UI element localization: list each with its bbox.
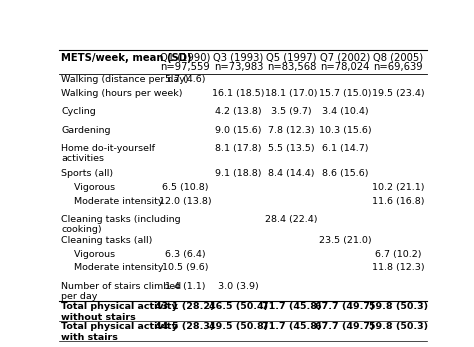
Text: Moderate intensity: Moderate intensity (68, 263, 163, 272)
Text: Number of stairs climbed
per day: Number of stairs climbed per day (61, 281, 181, 301)
Text: Walking (hours per week): Walking (hours per week) (61, 89, 182, 98)
Text: 10.2 (21.1): 10.2 (21.1) (372, 183, 424, 192)
Text: Q8 (2005): Q8 (2005) (373, 53, 423, 63)
Text: Gardening: Gardening (61, 126, 110, 135)
Text: Walking (distance per day): Walking (distance per day) (61, 75, 189, 84)
Text: 9.1 (18.8): 9.1 (18.8) (215, 169, 262, 178)
Text: n=69,639: n=69,639 (374, 62, 423, 72)
Text: 71.7 (45.8): 71.7 (45.8) (262, 322, 321, 331)
Text: Cleaning tasks (including
cooking): Cleaning tasks (including cooking) (61, 215, 181, 234)
Text: 19.5 (23.4): 19.5 (23.4) (372, 89, 424, 98)
Text: 6.3 (6.4): 6.3 (6.4) (165, 249, 205, 259)
Text: 23.5 (21.0): 23.5 (21.0) (319, 236, 371, 245)
Text: 11.8 (12.3): 11.8 (12.3) (372, 263, 424, 272)
Text: 8.6 (15.6): 8.6 (15.6) (322, 169, 368, 178)
Text: 10.3 (15.6): 10.3 (15.6) (319, 126, 371, 135)
Text: Q3 (1993): Q3 (1993) (213, 53, 264, 63)
Text: 6.1 (14.7): 6.1 (14.7) (322, 144, 368, 153)
Text: 5.7 (4.6): 5.7 (4.6) (165, 75, 205, 84)
Text: n=73,983: n=73,983 (214, 62, 263, 72)
Text: 10.5 (9.6): 10.5 (9.6) (162, 263, 208, 272)
Text: METS/week, mean (SD): METS/week, mean (SD) (61, 53, 191, 63)
Text: 7.8 (12.3): 7.8 (12.3) (268, 126, 315, 135)
Text: 3.0 (3.9): 3.0 (3.9) (218, 281, 259, 290)
Text: 12.0 (13.8): 12.0 (13.8) (159, 197, 211, 206)
Text: 49.5 (50.8): 49.5 (50.8) (209, 322, 268, 331)
Text: 4.2 (13.8): 4.2 (13.8) (215, 107, 262, 116)
Text: 59.8 (50.3): 59.8 (50.3) (369, 303, 428, 311)
Text: n=83,568: n=83,568 (267, 62, 316, 72)
Text: Total physical activity
with stairs: Total physical activity with stairs (61, 322, 178, 342)
Text: 44.5 (28.3): 44.5 (28.3) (155, 322, 215, 331)
Text: Sports (all): Sports (all) (61, 169, 113, 178)
Text: 59.8 (50.3): 59.8 (50.3) (369, 322, 428, 331)
Text: 6.7 (10.2): 6.7 (10.2) (375, 249, 421, 259)
Text: 15.7 (15.0): 15.7 (15.0) (319, 89, 371, 98)
Text: Cleaning tasks (all): Cleaning tasks (all) (61, 236, 153, 245)
Text: 6.5 (10.8): 6.5 (10.8) (162, 183, 208, 192)
Text: Vigorous: Vigorous (68, 183, 115, 192)
Text: Q1 (1990): Q1 (1990) (160, 53, 210, 63)
Text: 8.4 (14.4): 8.4 (14.4) (268, 169, 315, 178)
Text: 1.4 (1.1): 1.4 (1.1) (165, 281, 205, 290)
Text: 3.4 (10.4): 3.4 (10.4) (321, 107, 368, 116)
Text: 11.6 (16.8): 11.6 (16.8) (372, 197, 424, 206)
Text: Cycling: Cycling (61, 107, 96, 116)
Text: 16.1 (18.5): 16.1 (18.5) (212, 89, 264, 98)
Text: 18.1 (17.0): 18.1 (17.0) (265, 89, 318, 98)
Text: 46.5 (50.4): 46.5 (50.4) (209, 303, 268, 311)
Text: n=97,559: n=97,559 (160, 62, 210, 72)
Text: 5.5 (13.5): 5.5 (13.5) (268, 144, 315, 153)
Text: Total physical activity
without stairs: Total physical activity without stairs (61, 303, 178, 322)
Text: Q7 (2002): Q7 (2002) (320, 53, 370, 63)
Text: 71.7 (45.8): 71.7 (45.8) (262, 303, 321, 311)
Text: 9.0 (15.6): 9.0 (15.6) (215, 126, 262, 135)
Text: 43.1 (28.2): 43.1 (28.2) (155, 303, 215, 311)
Text: Q5 (1997): Q5 (1997) (266, 53, 317, 63)
Text: 28.4 (22.4): 28.4 (22.4) (265, 215, 318, 224)
Text: 67.7 (49.7): 67.7 (49.7) (315, 303, 374, 311)
Text: Home do-it-yourself
activities: Home do-it-yourself activities (61, 144, 155, 163)
Text: Moderate intensity: Moderate intensity (68, 197, 163, 206)
Text: 8.1 (17.8): 8.1 (17.8) (215, 144, 262, 153)
Text: n=78,024: n=78,024 (320, 62, 370, 72)
Text: 3.5 (9.7): 3.5 (9.7) (271, 107, 312, 116)
Text: Vigorous: Vigorous (68, 249, 115, 259)
Text: 67.7 (49.7): 67.7 (49.7) (315, 322, 374, 331)
